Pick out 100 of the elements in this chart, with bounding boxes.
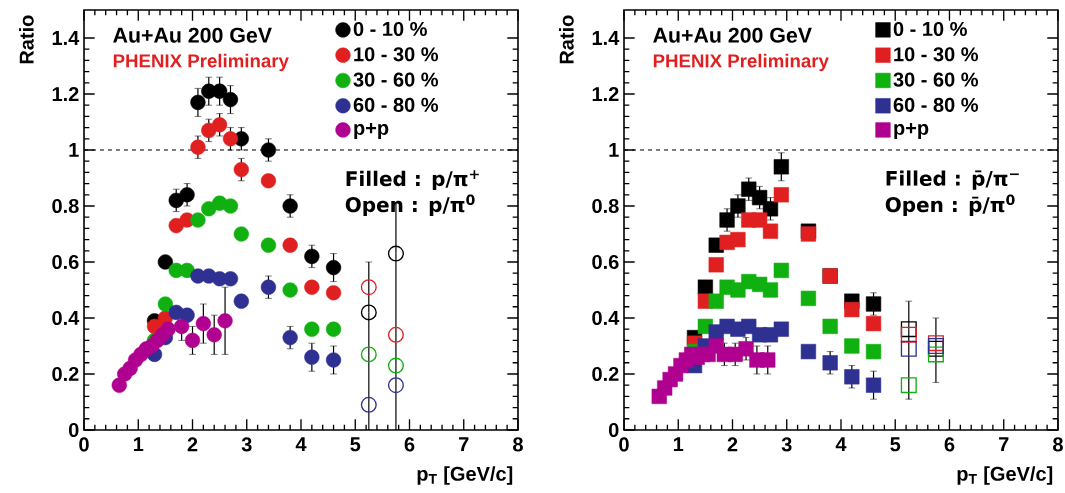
- point: [260, 173, 277, 189]
- point: [325, 321, 342, 337]
- legend-label: 0 - 10 %: [893, 21, 967, 37]
- legend-label: 60 - 80 %: [353, 97, 439, 112]
- point: [217, 313, 233, 329]
- point: [190, 94, 206, 110]
- point: [762, 223, 779, 239]
- point: [304, 279, 320, 295]
- point: [260, 142, 277, 158]
- point: [773, 187, 789, 203]
- point: [708, 257, 724, 273]
- point: [282, 282, 298, 298]
- y-tick-label: 1.4: [52, 31, 80, 45]
- point: [730, 198, 746, 214]
- point: [325, 259, 342, 276]
- point: [865, 377, 882, 393]
- point: [282, 329, 298, 346]
- legend-label: 30 - 60 %: [893, 72, 979, 87]
- point: [157, 254, 173, 270]
- y-tick-label: 0.6: [52, 254, 79, 270]
- x-tick-label: 4: [835, 437, 847, 452]
- point: [865, 343, 882, 360]
- x-tick-label: 3: [241, 437, 252, 452]
- x-tick-label: 6: [944, 437, 955, 452]
- legend-label: p+p: [354, 123, 389, 139]
- point: [730, 231, 746, 248]
- point: [697, 279, 713, 295]
- point: [360, 346, 377, 363]
- x-tick-label: 6: [404, 437, 415, 452]
- y-tick-label: 0.2: [52, 366, 79, 382]
- x-tick-label: 1: [133, 437, 144, 452]
- y-tick-label: 0.4: [52, 310, 80, 326]
- point: [752, 212, 768, 228]
- point: [738, 341, 754, 357]
- point: [233, 293, 249, 309]
- x-tick-label: 2: [187, 437, 198, 452]
- point: [708, 293, 724, 309]
- point: [865, 315, 882, 332]
- x-tick-label: 3: [781, 437, 792, 452]
- point: [184, 332, 201, 348]
- point: [762, 201, 779, 217]
- legend-label: p+p: [894, 123, 929, 139]
- y-tick-label: 0.2: [592, 366, 619, 382]
- point: [190, 139, 206, 155]
- point: [844, 301, 860, 318]
- point: [174, 318, 190, 334]
- point: [719, 212, 735, 228]
- point: [773, 262, 789, 278]
- point: [304, 321, 320, 337]
- point: [822, 318, 838, 334]
- point: [387, 357, 404, 374]
- point: [360, 279, 377, 296]
- legend-label: 10 - 30 %: [354, 47, 439, 62]
- y-tick-label: 1: [609, 143, 619, 157]
- y-tick-label: 1.2: [592, 87, 619, 101]
- point: [212, 83, 228, 99]
- x-tick-label: 4: [295, 437, 307, 452]
- point: [387, 245, 404, 262]
- x-tick-label: 1: [673, 437, 684, 452]
- point: [900, 340, 917, 357]
- y-tick-label: 0: [68, 422, 79, 438]
- point: [752, 189, 768, 206]
- x-tick-label: 8: [1053, 437, 1063, 452]
- point: [760, 352, 776, 368]
- point: [762, 282, 779, 298]
- text: PHENIX Preliminary: [113, 53, 289, 72]
- point: [325, 285, 342, 301]
- point: [927, 346, 944, 363]
- x-axis-title: p$_{T}$ [GeV/c]: [417, 466, 513, 485]
- point: [190, 212, 206, 228]
- point: [387, 326, 404, 343]
- x-tick-label: 7: [999, 437, 1009, 452]
- text: Au+Au 200 GeV: [653, 27, 812, 43]
- y-tick-label: 1.4: [592, 31, 620, 45]
- point: [201, 122, 217, 138]
- x-tick-label: 2: [727, 437, 738, 452]
- point: [222, 198, 239, 214]
- point: [304, 248, 320, 264]
- legend-label: 10 - 30 %: [894, 47, 979, 62]
- point: [865, 296, 882, 312]
- point: [157, 296, 173, 312]
- point: [773, 321, 789, 337]
- point: [900, 326, 917, 343]
- y-tick-label: 0.6: [592, 254, 619, 270]
- annotation: Filled : p/π$^{+}$: [346, 170, 479, 191]
- x-axis-title: p$_{T}$ [GeV/c]: [957, 466, 1053, 485]
- point: [800, 290, 817, 306]
- point: [844, 338, 860, 354]
- point: [387, 377, 404, 394]
- y-tick-label: 0.8: [592, 198, 619, 214]
- point: [222, 131, 239, 147]
- point: [304, 349, 320, 365]
- point: [822, 355, 838, 371]
- y-axis-title: Ratio: [559, 15, 574, 64]
- point: [900, 377, 917, 394]
- point: [233, 161, 249, 178]
- point: [360, 304, 377, 321]
- y-tick-label: 0.4: [592, 310, 620, 326]
- point: [206, 327, 222, 343]
- point: [260, 279, 277, 295]
